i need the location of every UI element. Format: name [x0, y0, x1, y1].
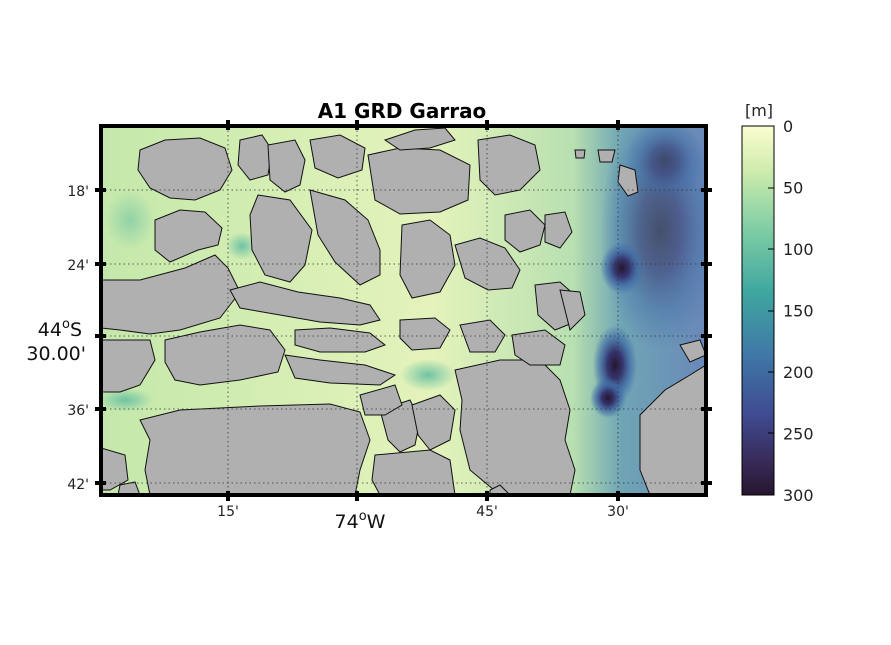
x-major-label: 74oW: [335, 509, 386, 533]
y-tick-label: 42': [67, 477, 89, 493]
x-tick-label: 15': [217, 504, 239, 520]
grid: [101, 126, 706, 495]
map-area: [101, 126, 706, 495]
x-tick-label: 30': [607, 504, 629, 520]
deep-basin: [600, 242, 644, 294]
colorbar-ticks: [768, 187, 774, 434]
x-tick-label: 45': [476, 504, 498, 520]
mid-depth: [400, 359, 456, 391]
mid-depth: [101, 388, 153, 412]
colorbar-tick-label: 250: [783, 425, 814, 444]
colorbar-unit-label: [m]: [745, 101, 773, 120]
y-major-label: 30.00': [26, 343, 86, 365]
y-tick-label: 24': [67, 258, 89, 274]
colorbar-tick-label: 150: [783, 302, 814, 321]
frame-ticks: [95, 120, 712, 501]
map-title: A1 GRD Garrao: [318, 99, 487, 123]
y-tick-label: 18': [67, 184, 89, 200]
mid-depth: [105, 190, 155, 250]
colorbar-tick-label: 100: [783, 240, 814, 259]
y-major-label: 44oS: [38, 317, 82, 341]
colorbar-tick-label: 300: [783, 486, 814, 505]
colorbar-tick-label: 200: [783, 363, 814, 382]
deep-basin: [590, 378, 626, 418]
map-frame: [99, 124, 708, 497]
land: [101, 127, 706, 495]
colorbar-tick-label: 0: [783, 117, 793, 136]
colorbar-tick-labels: 0 50 100 150 200 250 300: [783, 117, 814, 505]
mid-depth: [226, 232, 258, 260]
y-tick-label: 36': [67, 403, 89, 419]
colorbar-tick-label: 50: [783, 179, 803, 198]
deep-basin: [625, 126, 705, 200]
